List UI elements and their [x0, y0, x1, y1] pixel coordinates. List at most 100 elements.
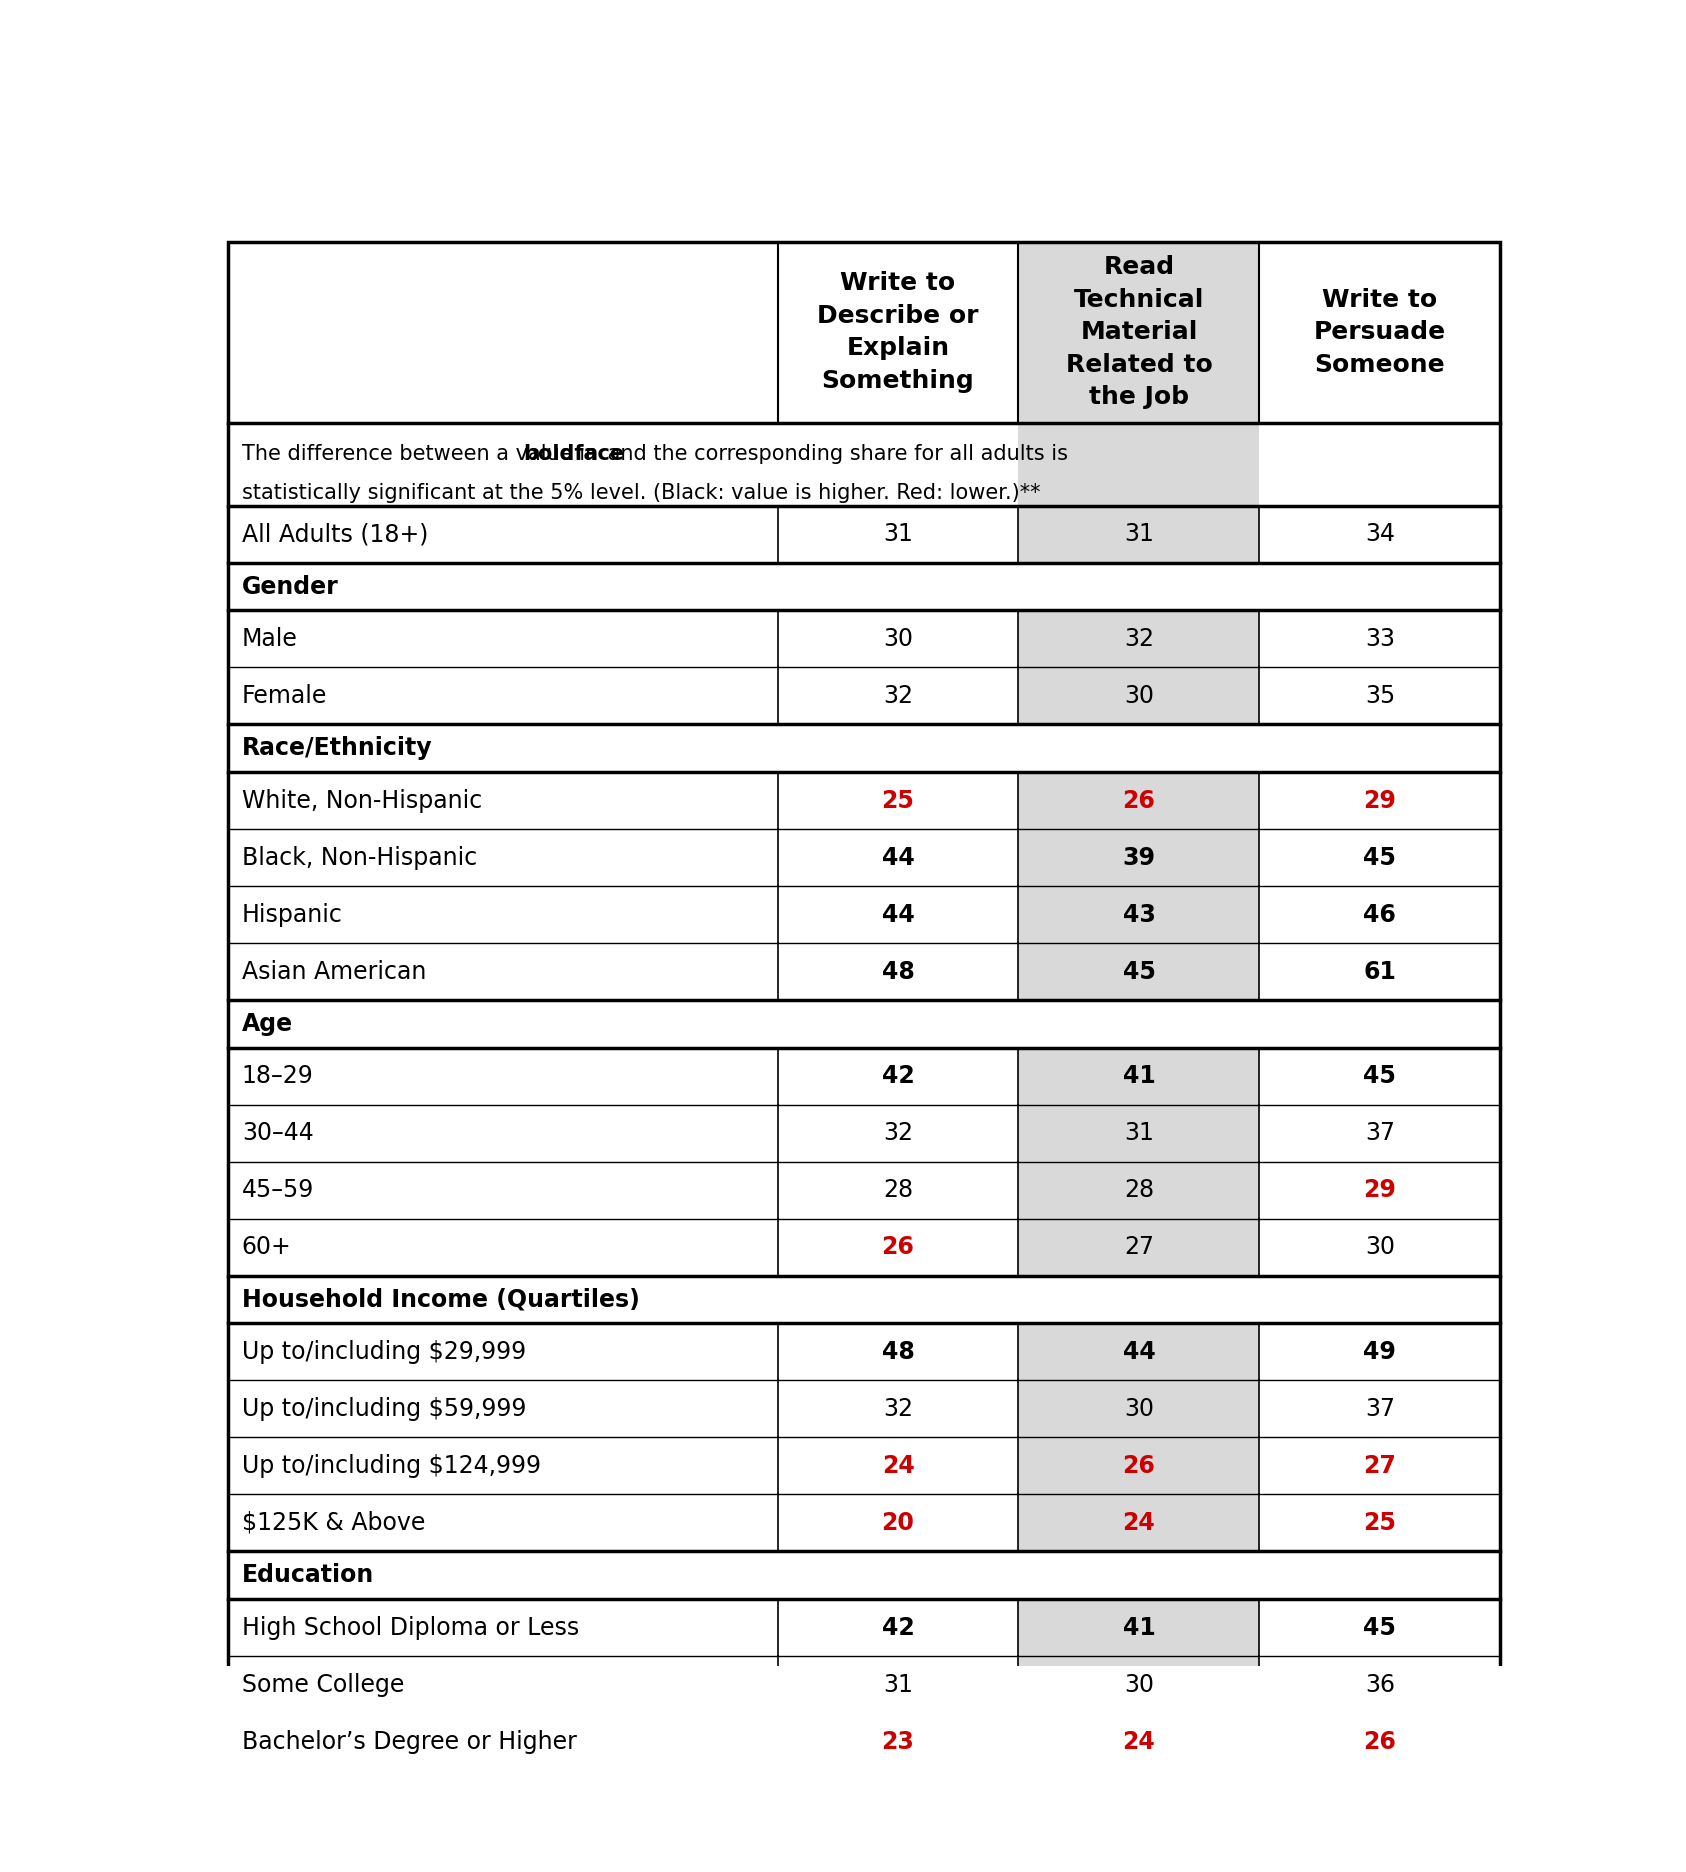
Text: Write to
Describe or
Explain
Something: Write to Describe or Explain Something: [818, 271, 980, 393]
Text: 27: 27: [1364, 1455, 1396, 1477]
Text: All Adults (18+): All Adults (18+): [241, 522, 428, 547]
Bar: [777, 1380, 1018, 1438]
Bar: [1018, 241, 1259, 1771]
Text: Bachelor’s Degree or Higher: Bachelor’s Degree or Higher: [241, 1730, 577, 1754]
Text: Up to/including $29,999: Up to/including $29,999: [241, 1340, 526, 1365]
Text: 60+: 60+: [241, 1236, 292, 1260]
Bar: [228, 563, 1501, 610]
Text: The difference between a value in: The difference between a value in: [241, 444, 605, 464]
Text: and the corresponding share for all adults is: and the corresponding share for all adul…: [602, 444, 1069, 464]
Text: 48: 48: [882, 960, 914, 983]
Text: Household Income (Quartiles): Household Income (Quartiles): [241, 1288, 639, 1312]
Text: Age: Age: [241, 1013, 293, 1035]
Bar: [228, 1324, 777, 1380]
Bar: [228, 829, 777, 885]
Text: 31: 31: [883, 1672, 912, 1696]
Bar: [228, 1275, 1501, 1324]
Bar: [1259, 885, 1501, 943]
Text: 37: 37: [1366, 1121, 1394, 1146]
Text: Hispanic: Hispanic: [241, 902, 342, 927]
Bar: [777, 1438, 1018, 1494]
Text: 30: 30: [883, 627, 914, 651]
Bar: [1259, 610, 1501, 668]
Bar: [777, 1657, 1018, 1713]
Bar: [1259, 1104, 1501, 1163]
Text: 49: 49: [1364, 1340, 1396, 1365]
Bar: [1259, 1380, 1501, 1438]
Text: statistically significant at the 5% level. (Black: value is higher. Red: lower.): statistically significant at the 5% leve…: [241, 483, 1040, 502]
Text: 45: 45: [1364, 1065, 1396, 1088]
Bar: [1259, 1599, 1501, 1657]
Text: 24: 24: [1123, 1730, 1155, 1754]
Text: 26: 26: [1123, 788, 1155, 812]
Bar: [228, 1438, 777, 1494]
Text: 61: 61: [1364, 960, 1396, 983]
Text: 29: 29: [1364, 788, 1396, 812]
Bar: [228, 1552, 1501, 1599]
Text: 45: 45: [1364, 846, 1396, 870]
Bar: [777, 505, 1018, 563]
Bar: [777, 1104, 1018, 1163]
Bar: [228, 943, 777, 1000]
Text: Up to/including $124,999: Up to/including $124,999: [241, 1455, 541, 1477]
Bar: [228, 1163, 777, 1219]
Bar: [1259, 943, 1501, 1000]
Text: 30–44: 30–44: [241, 1121, 314, 1146]
Text: 30: 30: [1125, 1672, 1153, 1696]
Bar: [1259, 1713, 1501, 1771]
Text: 31: 31: [883, 522, 912, 547]
Text: 44: 44: [1123, 1340, 1155, 1365]
Text: 31: 31: [1125, 1121, 1153, 1146]
Text: 39: 39: [1123, 846, 1155, 870]
Text: 45: 45: [1364, 1616, 1396, 1640]
Text: 30: 30: [1125, 683, 1153, 708]
Text: Race/Ethnicity: Race/Ethnicity: [241, 736, 432, 760]
Bar: [228, 1048, 777, 1104]
Bar: [777, 610, 1018, 668]
Text: Some College: Some College: [241, 1672, 405, 1696]
Text: Male: Male: [241, 627, 298, 651]
Text: Education: Education: [241, 1563, 374, 1587]
Text: 26: 26: [1364, 1730, 1396, 1754]
Text: 32: 32: [1125, 627, 1153, 651]
Text: High School Diploma or Less: High School Diploma or Less: [241, 1616, 578, 1640]
Bar: [1259, 668, 1501, 724]
Text: 25: 25: [1364, 1511, 1396, 1535]
Bar: [777, 829, 1018, 885]
Text: 37: 37: [1366, 1397, 1394, 1421]
Text: 24: 24: [1123, 1511, 1155, 1535]
Bar: [1259, 1048, 1501, 1104]
Text: 28: 28: [883, 1177, 914, 1202]
Text: 42: 42: [882, 1065, 914, 1088]
Bar: [777, 668, 1018, 724]
Text: 28: 28: [1125, 1177, 1153, 1202]
Text: Female: Female: [241, 683, 327, 708]
Text: 24: 24: [882, 1455, 914, 1477]
Bar: [228, 771, 777, 829]
Text: 36: 36: [1366, 1672, 1394, 1696]
Text: 32: 32: [883, 1397, 914, 1421]
Bar: [777, 771, 1018, 829]
Bar: [777, 1713, 1018, 1771]
Bar: [228, 1657, 777, 1713]
Text: 26: 26: [1123, 1455, 1155, 1477]
Text: 32: 32: [883, 1121, 914, 1146]
Bar: [1259, 1438, 1501, 1494]
Text: 23: 23: [882, 1730, 914, 1754]
Text: 42: 42: [882, 1616, 914, 1640]
Text: 33: 33: [1366, 627, 1394, 651]
Bar: [777, 943, 1018, 1000]
Text: 44: 44: [882, 902, 914, 927]
Bar: [228, 1599, 777, 1657]
Text: 20: 20: [882, 1511, 914, 1535]
Text: 27: 27: [1125, 1236, 1153, 1260]
Bar: [777, 1048, 1018, 1104]
Bar: [777, 1599, 1018, 1657]
Text: 18–29: 18–29: [241, 1065, 314, 1088]
Bar: [228, 668, 777, 724]
Text: 34: 34: [1366, 522, 1394, 547]
Text: 45: 45: [1123, 960, 1155, 983]
Bar: [228, 1380, 777, 1438]
Text: $125K & Above: $125K & Above: [241, 1511, 425, 1535]
Bar: [228, 610, 777, 668]
